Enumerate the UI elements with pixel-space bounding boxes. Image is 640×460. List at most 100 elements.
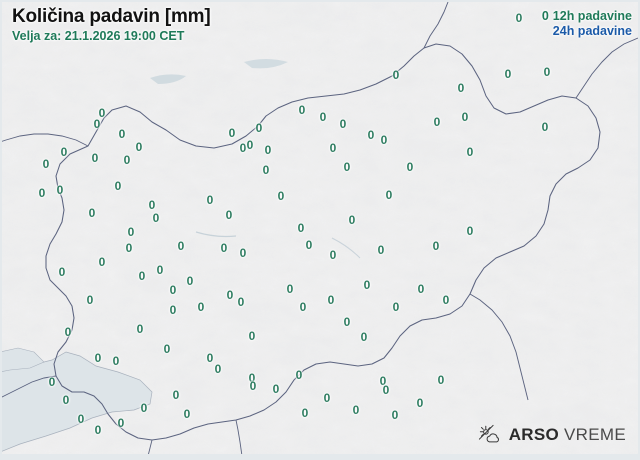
station-value-marker[interactable]: 0 bbox=[93, 117, 101, 131]
station-value-marker[interactable]: 0 bbox=[98, 255, 106, 269]
station-value-marker[interactable]: 0 bbox=[86, 293, 94, 307]
station-value-marker[interactable]: 0 bbox=[64, 325, 72, 339]
station-value-marker[interactable]: 0 bbox=[392, 68, 400, 82]
station-value-marker[interactable]: 0 bbox=[379, 374, 387, 388]
station-value-marker[interactable]: 0 bbox=[329, 248, 337, 262]
station-value-marker[interactable]: 0 bbox=[339, 117, 347, 131]
station-value-marker[interactable]: 0 bbox=[385, 188, 393, 202]
station-value-marker[interactable]: 0 bbox=[319, 110, 327, 124]
station-value-marker[interactable]: 0 bbox=[163, 342, 171, 356]
station-value-marker[interactable]: 0 bbox=[62, 393, 70, 407]
station-value-marker[interactable]: 0 bbox=[98, 106, 106, 120]
station-value-marker[interactable]: 0 bbox=[197, 300, 205, 314]
station-value-marker[interactable]: 0 bbox=[220, 241, 228, 255]
station-value-marker[interactable]: 0 bbox=[226, 288, 234, 302]
station-value-marker[interactable]: 0 bbox=[299, 300, 307, 314]
station-value-marker[interactable]: 0 bbox=[298, 103, 306, 117]
station-value-marker[interactable]: 0 bbox=[466, 224, 474, 238]
station-value-marker[interactable]: 0 bbox=[56, 183, 64, 197]
station-value-marker[interactable]: 0 bbox=[60, 145, 68, 159]
station-value-marker[interactable]: 0 bbox=[286, 282, 294, 296]
station-value-marker[interactable]: 0 bbox=[127, 225, 135, 239]
station-value-marker[interactable]: 0 bbox=[118, 127, 126, 141]
station-value-marker[interactable]: 0 bbox=[225, 208, 233, 222]
station-value-marker[interactable]: 0 bbox=[177, 239, 185, 253]
arso-logo[interactable]: ARSO VREME bbox=[478, 424, 626, 446]
station-value-marker[interactable]: 0 bbox=[543, 65, 551, 79]
station-value-marker[interactable]: 0 bbox=[136, 322, 144, 336]
station-value-marker[interactable]: 0 bbox=[327, 293, 335, 307]
station-value-marker[interactable]: 0 bbox=[360, 330, 368, 344]
station-value-marker[interactable]: 0 bbox=[295, 368, 303, 382]
station-value-marker[interactable]: 0 bbox=[42, 157, 50, 171]
station-value-marker[interactable]: 0 bbox=[305, 238, 313, 252]
station-value-marker[interactable]: 0 bbox=[461, 110, 469, 124]
station-value-marker[interactable]: 0 bbox=[329, 141, 337, 155]
station-value-marker[interactable]: 0 bbox=[94, 423, 102, 437]
station-value-marker[interactable]: 0 bbox=[152, 211, 160, 225]
station-value-marker[interactable]: 0 bbox=[352, 403, 360, 417]
station-value-marker[interactable]: 0 bbox=[416, 396, 424, 410]
station-value-marker[interactable]: 0 bbox=[135, 140, 143, 154]
station-value-marker[interactable]: 0 bbox=[112, 354, 120, 368]
station-value-marker[interactable]: 0 bbox=[417, 282, 425, 296]
station-value-marker[interactable]: 0 bbox=[392, 300, 400, 314]
station-value-marker[interactable]: 0 bbox=[249, 379, 257, 393]
station-value-marker[interactable]: 0 bbox=[88, 206, 96, 220]
station-value-marker[interactable]: 0 bbox=[206, 193, 214, 207]
station-value-marker[interactable]: 0 bbox=[48, 375, 56, 389]
station-value-marker[interactable]: 0 bbox=[437, 373, 445, 387]
station-value-marker[interactable]: 0 bbox=[248, 329, 256, 343]
station-value-marker[interactable]: 0 bbox=[214, 362, 222, 376]
station-value-marker[interactable]: 0 bbox=[343, 160, 351, 174]
station-value-marker[interactable]: 0 bbox=[123, 153, 131, 167]
station-value-marker[interactable]: 0 bbox=[138, 269, 146, 283]
station-value-marker[interactable]: 0 bbox=[433, 115, 441, 129]
station-value-marker[interactable]: 0 bbox=[380, 133, 388, 147]
station-value-marker[interactable]: 0 bbox=[246, 138, 254, 152]
station-value-marker[interactable]: 0 bbox=[58, 265, 66, 279]
station-value-marker[interactable]: 0 bbox=[77, 412, 85, 426]
station-value-marker[interactable]: 0 bbox=[348, 213, 356, 227]
station-value-marker[interactable]: 0 bbox=[297, 221, 305, 235]
station-value-marker[interactable]: 0 bbox=[363, 278, 371, 292]
station-value-marker[interactable]: 0 bbox=[237, 295, 245, 309]
station-value-marker[interactable]: 0 bbox=[367, 128, 375, 142]
station-value-marker[interactable]: 0 bbox=[239, 141, 247, 155]
station-value-marker[interactable]: 0 bbox=[248, 371, 256, 385]
station-value-marker[interactable]: 0 bbox=[38, 186, 46, 200]
station-value-marker[interactable]: 0 bbox=[169, 283, 177, 297]
station-value-marker[interactable]: 0 bbox=[466, 145, 474, 159]
station-value-marker[interactable]: 0 bbox=[262, 163, 270, 177]
station-value-marker[interactable]: 0 bbox=[301, 406, 309, 420]
station-value-marker[interactable]: 0 bbox=[117, 416, 125, 430]
station-value-marker[interactable]: 0 bbox=[541, 120, 549, 134]
station-value-marker[interactable]: 0 bbox=[432, 239, 440, 253]
station-value-marker[interactable]: 0 bbox=[377, 243, 385, 257]
station-value-marker[interactable]: 0 bbox=[206, 351, 214, 365]
station-value-marker[interactable]: 0 bbox=[148, 198, 156, 212]
station-value-marker[interactable]: 0 bbox=[114, 179, 122, 193]
station-value-marker[interactable]: 0 bbox=[156, 263, 164, 277]
station-value-marker[interactable]: 0 bbox=[186, 274, 194, 288]
station-value-marker[interactable]: 0 bbox=[264, 143, 272, 157]
station-value-marker[interactable]: 0 bbox=[343, 315, 351, 329]
station-value-marker[interactable]: 0 bbox=[442, 293, 450, 307]
station-value-marker[interactable]: 0 bbox=[228, 126, 236, 140]
station-value-marker[interactable]: 0 bbox=[323, 391, 331, 405]
station-value-marker[interactable]: 0 bbox=[169, 303, 177, 317]
station-value-marker[interactable]: 0 bbox=[457, 81, 465, 95]
station-value-marker[interactable]: 0 bbox=[504, 67, 512, 81]
station-value-marker[interactable]: 0 bbox=[183, 407, 191, 421]
station-value-marker[interactable]: 0 bbox=[272, 382, 280, 396]
station-value-marker[interactable]: 0 bbox=[140, 401, 148, 415]
station-value-marker[interactable]: 0 bbox=[391, 408, 399, 422]
station-value-marker[interactable]: 0 bbox=[94, 351, 102, 365]
station-value-marker[interactable]: 0 bbox=[382, 383, 390, 397]
station-value-marker[interactable]: 0 bbox=[255, 121, 263, 135]
station-value-marker[interactable]: 0 bbox=[515, 11, 523, 25]
station-value-marker[interactable]: 0 bbox=[277, 189, 285, 203]
station-value-marker[interactable]: 0 bbox=[239, 246, 247, 260]
station-value-marker[interactable]: 0 bbox=[91, 151, 99, 165]
